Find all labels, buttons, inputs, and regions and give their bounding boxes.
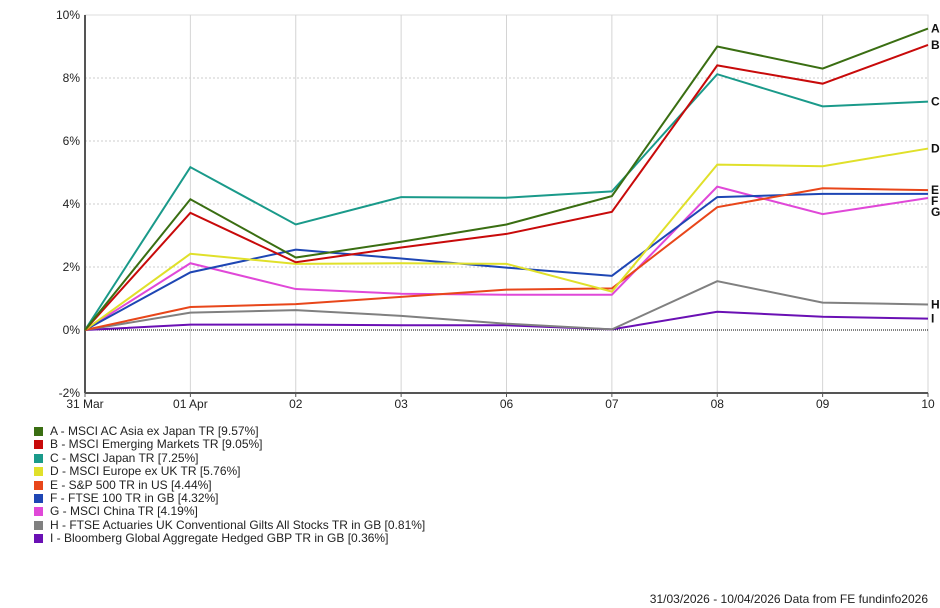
series-line-g	[84, 185, 929, 331]
series-end-label-b: B	[931, 38, 940, 52]
legend-label: H - FTSE Actuaries UK Conventional Gilts…	[50, 517, 426, 532]
legend-item: I - Bloomberg Global Aggregate Hedged GB…	[34, 531, 425, 546]
series-line-d	[84, 147, 929, 331]
legend-item: D - MSCI Europe ex UK TR [5.76%]	[34, 464, 425, 479]
y-tick-label: 10%	[56, 8, 80, 22]
y-tick-label: 4%	[63, 197, 81, 211]
series-end-label-d: D	[931, 142, 940, 156]
series-end-label-i: I	[931, 312, 934, 326]
legend-swatch	[34, 427, 43, 436]
x-tick-label: 08	[711, 397, 725, 411]
series-end-label-h: H	[931, 297, 940, 311]
legend-item: E - S&P 500 TR in US [4.44%]	[34, 477, 425, 492]
legend-item: H - FTSE Actuaries UK Conventional Gilts…	[34, 517, 426, 532]
series-line-b	[84, 43, 929, 331]
legend: A - MSCI AC Asia ex Japan TR [9.57%] B - …	[34, 424, 426, 546]
series-end-label-e: E	[931, 183, 939, 197]
legend-label: A - MSCI AC Asia ex Japan TR [9.57%]	[50, 424, 259, 438]
y-tick-label: 6%	[63, 134, 81, 148]
series-line-i	[84, 310, 929, 331]
x-tick-label: 31 Mar	[66, 397, 103, 411]
legend-swatch	[34, 440, 43, 450]
x-tick-label: 01 Apr	[173, 397, 208, 411]
series-end-label-a: A	[931, 22, 940, 36]
x-tick-label: 10	[921, 397, 935, 411]
legend-label: E - S&P 500 TR in US [4.44%]	[50, 477, 212, 492]
legend-swatch	[34, 534, 43, 544]
legend-swatch	[34, 480, 43, 490]
legend-label: G - MSCI China TR [4.19%]	[50, 504, 198, 519]
series-end-label-f: F	[931, 194, 938, 208]
y-tick-label: 0%	[63, 323, 81, 337]
legend-item: C - MSCI Japan TR [7.25%]	[34, 450, 425, 465]
x-tick-label: 07	[605, 397, 619, 411]
series-line-h	[84, 280, 929, 331]
series-line-e	[84, 187, 929, 331]
x-tick-label: 06	[500, 397, 514, 411]
legend-swatch	[34, 507, 43, 517]
footer-source: 31/03/2026 - 10/04/2026 Data from FE fun…	[649, 592, 928, 606]
legend-label: D - MSCI Europe ex UK TR [5.76%]	[50, 464, 241, 479]
x-tick-label: 02	[289, 397, 303, 411]
series-end-label-g: G	[931, 205, 940, 219]
legend-item: B - MSCI Emerging Markets TR [9.05%]	[34, 438, 425, 451]
line-chart: -2% 0% 2% 4% 6% 8% 10% 31 Mar 01 Apr 02 03 06 07 08 09…	[56, 8, 940, 411]
legend-item: G - MSCI China TR [4.19%]	[34, 505, 425, 518]
series-end-label-c: C	[931, 95, 940, 109]
legend-swatch	[34, 493, 43, 503]
y-tick-label: 2%	[63, 260, 81, 274]
y-tick-label: -2%	[59, 386, 81, 400]
legend-swatch	[34, 453, 43, 463]
legend-label: I - Bloomberg Global Aggregate Hedged GB…	[50, 531, 389, 546]
legend-swatch	[34, 520, 43, 530]
legend-swatch	[34, 467, 43, 477]
legend-label: F - FTSE 100 TR in GB [4.32%]	[50, 490, 219, 505]
legend-label: B - MSCI Emerging Markets TR [9.05%]	[50, 437, 263, 452]
legend-item: F - FTSE 100 TR in GB [4.32%]	[34, 490, 425, 505]
series-line-c	[84, 73, 929, 331]
y-tick-label: 8%	[63, 71, 81, 85]
x-tick-label: 03	[394, 397, 408, 411]
legend-item: A - MSCI AC Asia ex Japan TR [9.57%]	[34, 424, 425, 438]
series-line-a	[84, 27, 929, 331]
x-tick-label: 09	[816, 397, 830, 411]
legend-label: C - MSCI Japan TR [7.25%]	[50, 450, 199, 465]
